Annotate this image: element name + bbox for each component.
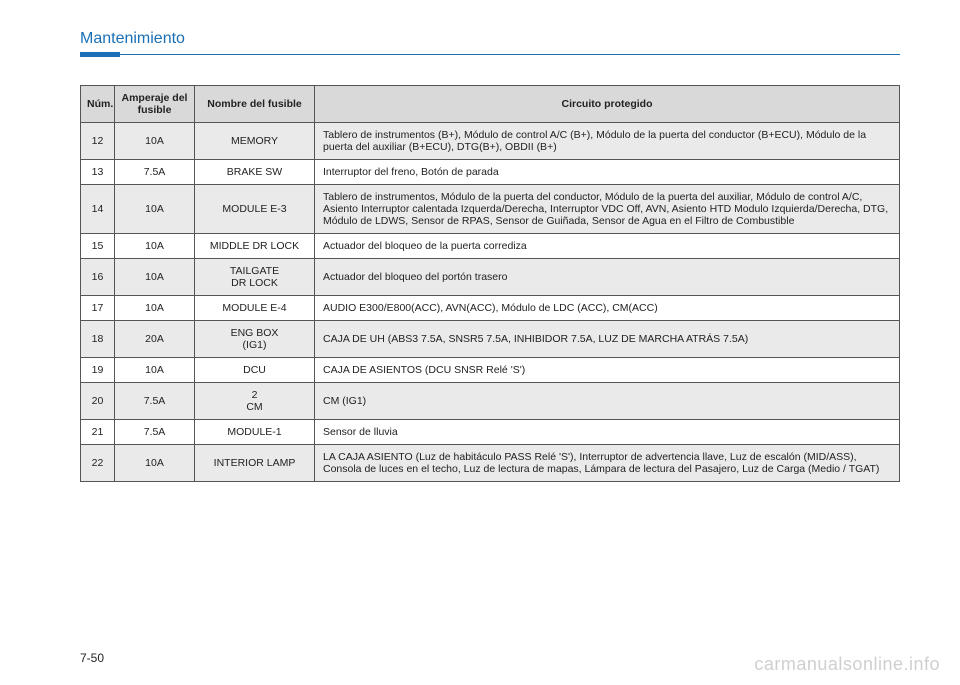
cell-circuit: CAJA DE UH (ABS3 7.5A, SNSR5 7.5A, INHIB… bbox=[315, 321, 900, 358]
cell-num: 15 bbox=[81, 234, 115, 259]
table-row: 1610ATAILGATEDR LOCKActuador del bloqueo… bbox=[81, 259, 900, 296]
table-row: 1910ADCUCAJA DE ASIENTOS (DCU SNSR Relé … bbox=[81, 358, 900, 383]
cell-amp: 10A bbox=[115, 259, 195, 296]
cell-fuse-name: MODULE E-4 bbox=[195, 296, 315, 321]
cell-amp: 10A bbox=[115, 123, 195, 160]
cell-num: 19 bbox=[81, 358, 115, 383]
table-header-row: Núm. Amperaje del fusible Nombre del fus… bbox=[81, 86, 900, 123]
table-row: 1710AMODULE E-4AUDIO E300/E800(ACC), AVN… bbox=[81, 296, 900, 321]
cell-num: 18 bbox=[81, 321, 115, 358]
table-row: 1410AMODULE E-3Tablero de instrumentos, … bbox=[81, 185, 900, 234]
cell-amp: 10A bbox=[115, 234, 195, 259]
table-row: 1820AENG BOX(IG1)CAJA DE UH (ABS3 7.5A, … bbox=[81, 321, 900, 358]
cell-fuse-name: DCU bbox=[195, 358, 315, 383]
cell-circuit: CAJA DE ASIENTOS (DCU SNSR Relé 'S') bbox=[315, 358, 900, 383]
col-header-num: Núm. bbox=[81, 86, 115, 123]
header-rule bbox=[80, 54, 900, 55]
cell-circuit: Sensor de lluvia bbox=[315, 420, 900, 445]
table-row: 137.5ABRAKE SWInterruptor del freno, Bot… bbox=[81, 160, 900, 185]
cell-fuse-name: MODULE-1 bbox=[195, 420, 315, 445]
cell-amp: 7.5A bbox=[115, 383, 195, 420]
cell-fuse-name: 2CM bbox=[195, 383, 315, 420]
cell-num: 21 bbox=[81, 420, 115, 445]
cell-circuit: Tablero de instrumentos (B+), Módulo de … bbox=[315, 123, 900, 160]
col-header-circuit: Circuito protegido bbox=[315, 86, 900, 123]
cell-circuit: AUDIO E300/E800(ACC), AVN(ACC), Módulo d… bbox=[315, 296, 900, 321]
table-row: 1210AMEMORYTablero de instrumentos (B+),… bbox=[81, 123, 900, 160]
cell-num: 20 bbox=[81, 383, 115, 420]
cell-num: 12 bbox=[81, 123, 115, 160]
cell-amp: 20A bbox=[115, 321, 195, 358]
cell-num: 13 bbox=[81, 160, 115, 185]
cell-num: 22 bbox=[81, 445, 115, 482]
section-title: Mantenimiento bbox=[80, 30, 900, 48]
page-number: 7-50 bbox=[80, 651, 104, 665]
manual-page: Mantenimiento Núm. Amperaje del fusible … bbox=[0, 0, 960, 685]
cell-fuse-name: MODULE E-3 bbox=[195, 185, 315, 234]
cell-num: 17 bbox=[81, 296, 115, 321]
cell-circuit: Interruptor del freno, Botón de parada bbox=[315, 160, 900, 185]
watermark: carmanualsonline.info bbox=[754, 654, 940, 675]
cell-amp: 10A bbox=[115, 296, 195, 321]
cell-fuse-name: MIDDLE DR LOCK bbox=[195, 234, 315, 259]
cell-amp: 10A bbox=[115, 358, 195, 383]
cell-fuse-name: BRAKE SW bbox=[195, 160, 315, 185]
cell-fuse-name: INTERIOR LAMP bbox=[195, 445, 315, 482]
col-header-amp: Amperaje del fusible bbox=[115, 86, 195, 123]
cell-fuse-name: MEMORY bbox=[195, 123, 315, 160]
cell-circuit: CM (IG1) bbox=[315, 383, 900, 420]
cell-num: 14 bbox=[81, 185, 115, 234]
fuse-table: Núm. Amperaje del fusible Nombre del fus… bbox=[80, 85, 900, 482]
col-header-name: Nombre del fusible bbox=[195, 86, 315, 123]
cell-circuit: Actuador del bloqueo de la puerta corred… bbox=[315, 234, 900, 259]
cell-num: 16 bbox=[81, 259, 115, 296]
table-row: 217.5AMODULE-1Sensor de lluvia bbox=[81, 420, 900, 445]
cell-circuit: Tablero de instrumentos, Módulo de la pu… bbox=[315, 185, 900, 234]
cell-amp: 7.5A bbox=[115, 420, 195, 445]
cell-amp: 10A bbox=[115, 185, 195, 234]
table-row: 2210AINTERIOR LAMPLA CAJA ASIENTO (Luz d… bbox=[81, 445, 900, 482]
cell-circuit: LA CAJA ASIENTO (Luz de habitáculo PASS … bbox=[315, 445, 900, 482]
cell-circuit: Actuador del bloqueo del portón trasero bbox=[315, 259, 900, 296]
cell-fuse-name: TAILGATEDR LOCK bbox=[195, 259, 315, 296]
cell-fuse-name: ENG BOX(IG1) bbox=[195, 321, 315, 358]
cell-amp: 7.5A bbox=[115, 160, 195, 185]
table-row: 207.5A2CMCM (IG1) bbox=[81, 383, 900, 420]
table-row: 1510AMIDDLE DR LOCKActuador del bloqueo … bbox=[81, 234, 900, 259]
cell-amp: 10A bbox=[115, 445, 195, 482]
